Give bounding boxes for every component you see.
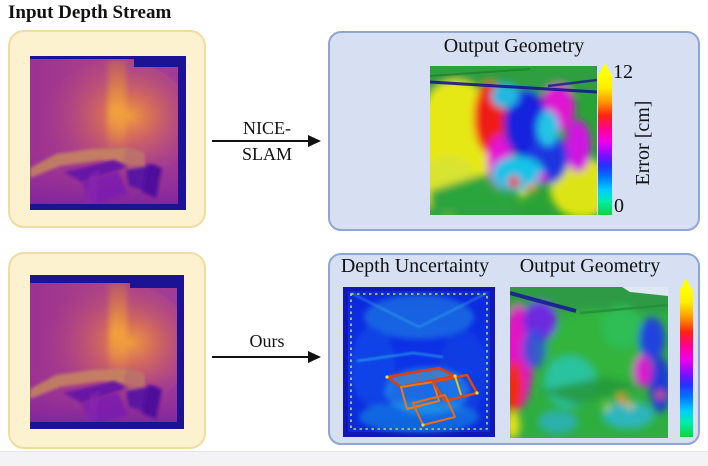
nice-slam-output-geometry-mesh [430, 66, 597, 215]
colorbar-arrow-icon [598, 63, 612, 76]
nice-slam-label-line1: NICE- [243, 118, 291, 138]
colorbar-arrow-icon [680, 278, 692, 290]
input-depth-map-bottom [30, 275, 184, 429]
figure-title: Input Depth Stream [8, 2, 172, 23]
colorbar-axis-label: Error [cm] [632, 100, 654, 186]
error-colorbar-small [680, 289, 693, 437]
colorbar-min-label: 0 [614, 195, 624, 217]
depth-map-frame [30, 56, 186, 210]
arrow-right-head-icon [308, 351, 321, 363]
ours-label: Ours [249, 331, 285, 351]
arrow-right-head-icon [308, 135, 321, 147]
ours-output-geometry-mesh [510, 287, 668, 438]
error-colorbar [598, 75, 612, 215]
ours-output-geometry-title: Output Geometry [519, 255, 661, 277]
input-depth-map-top [30, 56, 186, 210]
uncertainty-table-outlines [385, 366, 479, 427]
depth-map-frame [30, 275, 184, 429]
depth-uncertainty-title: Depth Uncertainty [340, 255, 490, 277]
arrow-right-icon [212, 356, 310, 358]
depth-uncertainty-map [343, 287, 495, 437]
nice-slam-label-line2: SLAM [241, 144, 292, 164]
footer-strip [0, 451, 708, 466]
colorbar-max-label: 12 [613, 61, 633, 83]
nice-slam-output-title: Output Geometry [443, 35, 585, 57]
arrow-right-icon [212, 140, 310, 142]
